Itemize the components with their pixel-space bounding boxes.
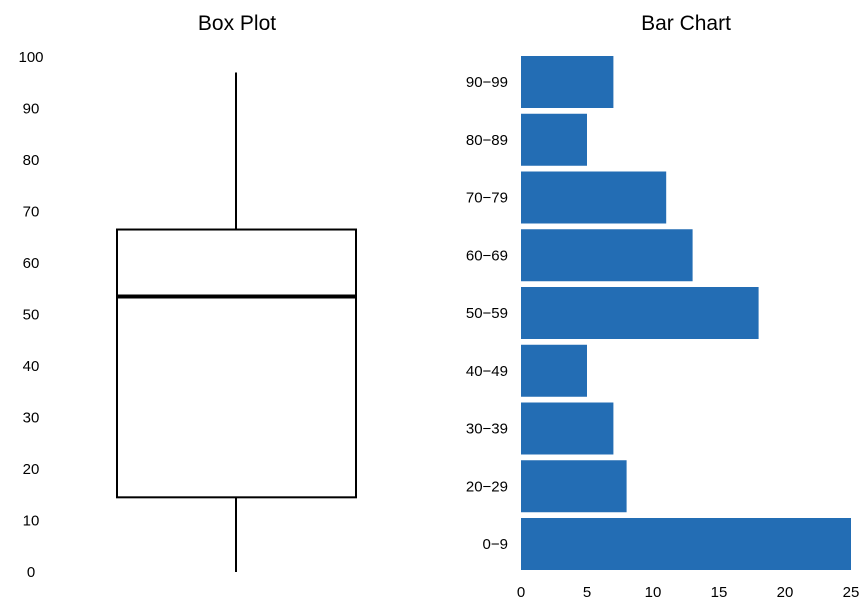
- bar-chart-x-tick-label: 25: [843, 584, 860, 600]
- bar-chart-bar: [521, 518, 851, 570]
- box-plot-y-tick-label: 60: [23, 255, 40, 272]
- box-plot-y-tick-label: 100: [18, 49, 43, 66]
- bar-chart-x-tick-label: 15: [711, 584, 728, 600]
- bar-chart-x-tick-label: 10: [645, 584, 662, 600]
- bar-chart-category-label: 90−99: [466, 74, 508, 91]
- box-plot-y-tick-label: 70: [23, 204, 40, 221]
- box-plot-y-tick-label: 20: [23, 461, 40, 478]
- bar-chart-category-label: 40−49: [466, 363, 508, 380]
- bar-chart-bar: [521, 56, 614, 108]
- bar-chart-category-label: 60−69: [466, 247, 508, 264]
- bar-chart-x-tick-label: 0: [517, 584, 525, 600]
- box-plot-y-tick-label: 10: [23, 513, 40, 530]
- box-plot-box: [116, 228, 357, 499]
- bar-chart-bar: [521, 287, 759, 339]
- box-plot-title: Box Plot: [198, 12, 276, 35]
- bar-chart-bar: [521, 229, 693, 282]
- bar-chart-x-tick-label: 5: [583, 584, 591, 600]
- box-plot-y-tick-label: 90: [23, 101, 40, 118]
- bar-chart-category-label: 80−89: [466, 132, 508, 149]
- bar-chart-title: Bar Chart: [641, 12, 731, 35]
- bar-chart-category-label: 70−79: [466, 190, 508, 207]
- bar-chart-bar: [521, 460, 627, 513]
- box-plot-panel: Box Plot 0 10 20 30 40 50 60 70 80 90 100: [18, 12, 357, 581]
- box-plot-y-tick-label: 30: [23, 410, 40, 427]
- box-plot-y-axis-ticks: 0 10 20 30 40 50 60 70 80 90 100: [18, 49, 43, 581]
- box-plot-y-tick-label: 0: [27, 564, 35, 581]
- box-plot-y-tick-label: 80: [23, 152, 40, 169]
- bar-chart-bar: [521, 402, 614, 455]
- bar-chart-category-label: 50−59: [466, 305, 508, 322]
- bar-chart-category-label: 20−29: [466, 478, 508, 495]
- box-plot-y-tick-label: 40: [23, 358, 40, 375]
- bar-chart-panel: Bar Chart 0−9 20−29 30−39 40−49 50−59 60−69 70…: [466, 12, 859, 600]
- bar-chart-x-tick-label: 20: [777, 584, 794, 600]
- bar-chart-bars: [521, 56, 851, 570]
- bar-chart-bar: [521, 171, 667, 224]
- bar-chart-x-axis-ticks: 0 5 10 15 20 25: [517, 584, 860, 600]
- box-plot-y-tick-label: 50: [23, 307, 40, 324]
- box-plot-marks: [116, 72, 357, 572]
- bar-chart-bar: [521, 344, 587, 397]
- bar-chart-category-labels: 0−9 20−29 30−39 40−49 50−59 60−69 70−79 80−89 90…: [466, 74, 508, 553]
- bar-chart-bar: [521, 113, 587, 166]
- bar-chart-category-label: 0−9: [483, 536, 508, 553]
- bar-chart-category-label: 30−39: [466, 421, 508, 438]
